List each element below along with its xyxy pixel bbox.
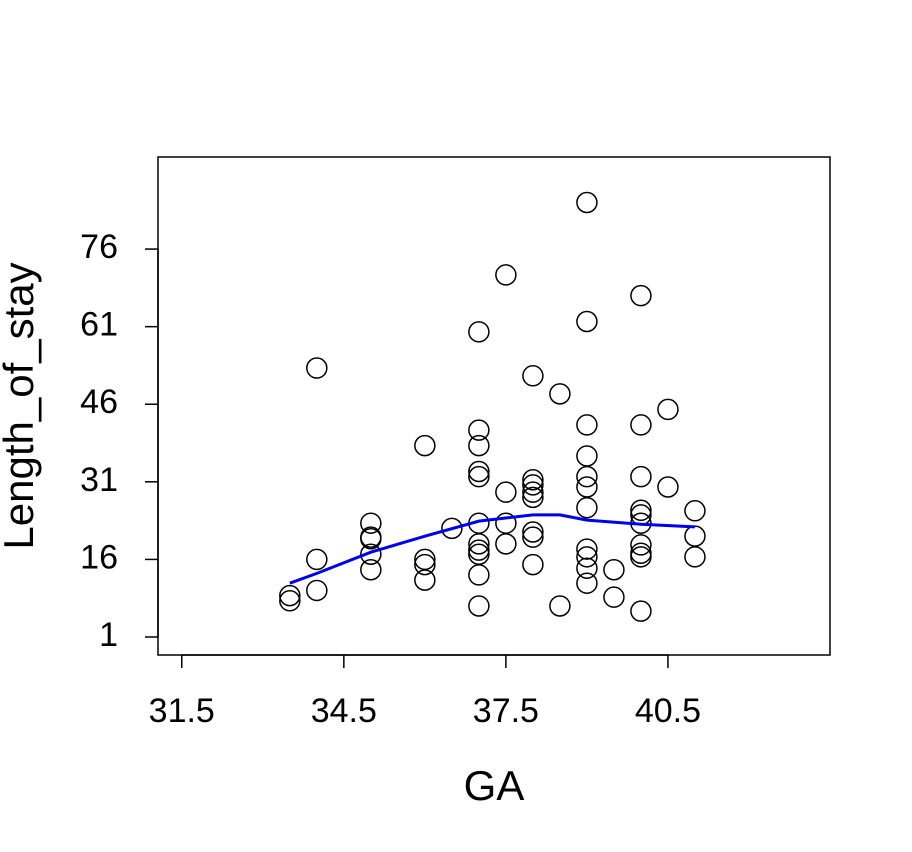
point	[684, 525, 706, 547]
point	[522, 486, 544, 509]
point	[630, 546, 652, 568]
point	[630, 600, 652, 622]
point	[630, 284, 652, 307]
point	[522, 365, 544, 387]
point	[279, 590, 301, 612]
point	[549, 595, 571, 617]
point	[360, 526, 382, 548]
y-tick-label: 31	[80, 461, 118, 499]
point	[576, 572, 598, 594]
point	[630, 534, 652, 556]
x-tick-label: 31.5	[149, 692, 215, 730]
point	[522, 474, 544, 496]
y-tick-label: 1	[99, 616, 118, 654]
point	[468, 465, 490, 488]
point	[468, 460, 490, 483]
point	[306, 548, 328, 571]
point	[360, 512, 382, 534]
point	[441, 517, 463, 540]
point	[522, 553, 544, 576]
point	[360, 527, 382, 550]
point	[576, 310, 598, 333]
point	[468, 533, 490, 555]
point	[657, 476, 679, 498]
point	[576, 546, 598, 568]
point	[306, 579, 328, 602]
point	[576, 191, 598, 214]
x-tick-label: 37.5	[473, 692, 539, 730]
y-tick-label: 46	[80, 383, 118, 421]
point	[576, 538, 598, 560]
point	[684, 500, 706, 522]
point	[495, 264, 517, 286]
point	[522, 481, 544, 503]
trend-line	[289, 513, 696, 585]
point	[630, 465, 652, 488]
point	[549, 383, 571, 405]
point	[576, 557, 598, 579]
point	[522, 521, 544, 543]
point	[576, 414, 598, 436]
point	[576, 496, 598, 519]
y-tick-label: 61	[80, 306, 118, 344]
point	[414, 553, 436, 576]
x-axis-title: GA	[464, 762, 525, 809]
y-tick-label: 76	[80, 228, 118, 266]
point	[468, 419, 490, 441]
y-tick-label: 16	[80, 538, 118, 576]
point	[522, 526, 544, 548]
point	[576, 445, 598, 467]
point	[414, 434, 436, 457]
point	[468, 539, 490, 561]
point	[495, 481, 517, 503]
point	[630, 504, 652, 526]
point	[414, 569, 436, 591]
point	[468, 321, 490, 343]
point	[306, 357, 328, 379]
point	[360, 559, 382, 581]
point	[603, 559, 625, 581]
plot-frame	[157, 156, 831, 656]
y-axis-title: Length_of_stay	[0, 262, 42, 549]
point	[684, 546, 706, 568]
point	[657, 398, 679, 421]
x-tick-label: 40.5	[635, 692, 701, 730]
x-tick-label: 34.5	[311, 692, 377, 730]
point	[495, 533, 517, 555]
point	[468, 595, 490, 617]
point	[414, 548, 436, 571]
point	[630, 499, 652, 522]
point	[522, 469, 544, 491]
point	[468, 434, 490, 457]
point	[360, 543, 382, 565]
point	[603, 586, 625, 608]
point	[468, 564, 490, 586]
point	[630, 414, 652, 436]
point	[279, 584, 301, 607]
point	[576, 465, 598, 488]
